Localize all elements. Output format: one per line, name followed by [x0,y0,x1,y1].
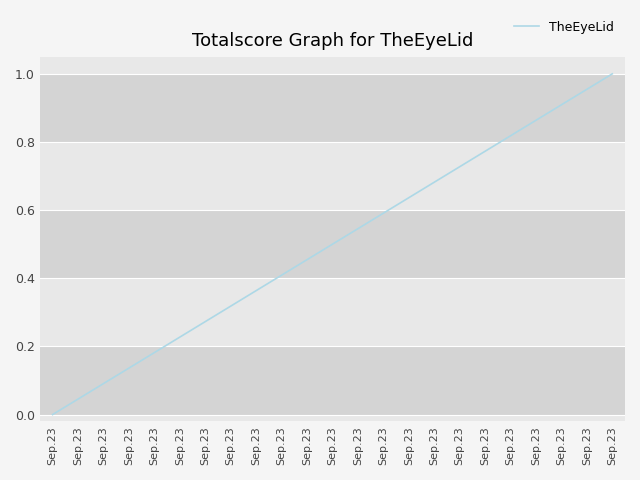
TheEyeLid [456,164,463,169]
TheEyeLid [252,288,260,294]
TheEyeLid [430,180,438,185]
TheEyeLid [583,86,591,92]
TheEyeLid [49,412,56,418]
TheEyeLid [125,365,132,371]
TheEyeLid [303,257,311,263]
Bar [40,278,625,347]
TheEyeLid [354,226,362,231]
TheEyeLid [609,71,616,77]
Title: Totalscore Graph for TheEyeLid: Totalscore Graph for TheEyeLid [192,32,473,50]
TheEyeLid [227,303,234,309]
Bar [40,142,625,210]
TheEyeLid [176,334,184,340]
TheEyeLid [557,102,565,108]
TheEyeLid [150,350,158,356]
TheEyeLid [481,148,489,154]
TheEyeLid [278,272,285,278]
TheEyeLid [202,319,209,324]
TheEyeLid [74,396,82,402]
TheEyeLid [380,210,387,216]
TheEyeLid [507,133,515,139]
TheEyeLid [405,195,413,201]
TheEyeLid [100,381,108,386]
Bar [40,74,625,142]
Legend: TheEyeLid: TheEyeLid [509,16,619,39]
TheEyeLid [328,241,336,247]
Line: TheEyeLid: TheEyeLid [52,74,612,415]
Bar [40,347,625,415]
Bar [40,210,625,278]
TheEyeLid [532,118,540,123]
